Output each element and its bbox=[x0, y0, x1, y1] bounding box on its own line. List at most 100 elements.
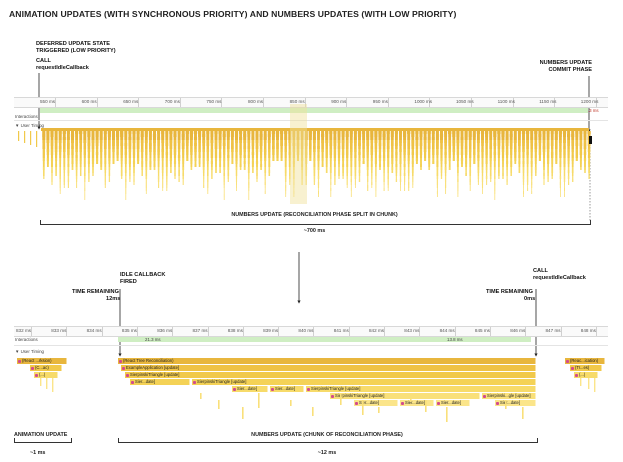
top-flame-cell bbox=[325, 155, 328, 158]
tick-label: 846 ms bbox=[510, 328, 526, 333]
flame-cell-left3[interactable]: (...) bbox=[34, 372, 58, 378]
top-flame-cell bbox=[203, 185, 205, 188]
top-flame-cell bbox=[435, 134, 439, 137]
top-zoom-highlight bbox=[290, 104, 307, 204]
top-flame-cell bbox=[399, 149, 402, 152]
top-timeline-ruler[interactable]: 550 ms 600 ms 650 ms 700 ms 750 ms 800 ms 850 … bbox=[14, 97, 608, 108]
flame-cell-left2[interactable]: (C...ac) bbox=[30, 365, 62, 371]
top-flame-cell bbox=[513, 131, 517, 134]
top-flame-cell bbox=[534, 146, 538, 149]
top-flame-cell bbox=[223, 188, 225, 191]
flame-cell-tri4[interactable]: SierpinskiTriangle [update] bbox=[330, 393, 480, 399]
flame-cell-tri3[interactable]: SierpinskiTriangle [update] bbox=[306, 386, 536, 392]
top-flame-cell bbox=[374, 134, 378, 137]
top-flame-cell bbox=[571, 158, 574, 161]
top-flame-cell bbox=[190, 158, 193, 161]
top-flame-cell bbox=[457, 179, 459, 182]
top-flame-cell bbox=[292, 155, 296, 158]
annotation-deferred: DEFERRED UPDATE STATE TRIGGERED (LOW PRI… bbox=[36, 41, 116, 72]
top-flame-cell bbox=[403, 170, 406, 173]
top-flame-cell bbox=[494, 182, 496, 185]
top-user-timing-label[interactable]: ▼ User Timing bbox=[15, 123, 44, 128]
top-flame-cell bbox=[149, 155, 152, 158]
top-flame-cell bbox=[411, 167, 414, 170]
flame-cell-sier4[interactable]: Sier...date] bbox=[354, 400, 398, 406]
top-flame-cell bbox=[304, 131, 308, 134]
top-flame-cell bbox=[387, 182, 389, 185]
top-flame-cell bbox=[481, 182, 484, 185]
top-flame-cell bbox=[87, 140, 91, 143]
top-flame-cell bbox=[321, 149, 324, 152]
top-interactions-label[interactable]: Interactions bbox=[15, 114, 38, 119]
top-flame-cell bbox=[338, 170, 340, 173]
top-flame-cell bbox=[350, 155, 353, 158]
top-flame-cell bbox=[563, 173, 566, 176]
top-flame-cell bbox=[251, 140, 255, 143]
tick-line bbox=[419, 327, 421, 336]
flame-cell-tri2[interactable]: SierpinskiTriangle [update] bbox=[192, 379, 536, 385]
top-flame-cell bbox=[46, 140, 50, 143]
top-flame-cell bbox=[317, 185, 320, 188]
top-flame-cell bbox=[79, 164, 82, 167]
top-flame-cell bbox=[59, 161, 62, 164]
top-flame-cell bbox=[350, 161, 353, 164]
top-flame-cell bbox=[317, 161, 320, 164]
bottom-flame-drip bbox=[258, 393, 260, 408]
top-flame-cell bbox=[510, 167, 513, 170]
top-flame-cell bbox=[440, 170, 443, 173]
flame-cell-tri[interactable]: SierpinskiTriangle [update] bbox=[125, 372, 536, 378]
top-flame-graph[interactable] bbox=[14, 128, 608, 208]
top-flame-cell bbox=[141, 158, 144, 161]
top-flame-cell bbox=[522, 146, 525, 149]
flame-cell-app[interactable]: ExampleApplication [update] bbox=[121, 365, 536, 371]
flame-cell-right3[interactable]: (...) bbox=[574, 372, 598, 378]
top-flame-cell bbox=[194, 149, 197, 152]
top-flame-cell bbox=[210, 167, 213, 170]
top-flame-cell bbox=[120, 137, 124, 140]
top-flame-cell bbox=[235, 140, 238, 143]
flame-cell-root[interactable]: (React Tree Reconciliation) bbox=[118, 358, 536, 364]
top-flame-cell bbox=[444, 185, 447, 188]
top-flame-cell bbox=[325, 134, 329, 137]
top-flame-cell bbox=[210, 152, 214, 155]
top-flame-cell bbox=[489, 134, 493, 137]
top-flame-cell bbox=[523, 194, 524, 197]
flame-cell-sier6[interactable]: Sier...date] bbox=[436, 400, 470, 406]
bottom-user-timing-label[interactable]: ▼ User Timing bbox=[15, 349, 44, 354]
top-flame-cell bbox=[157, 170, 160, 173]
top-flame-cell bbox=[338, 173, 340, 176]
top-flame-edge-mark bbox=[30, 131, 32, 145]
flame-cell-sier5[interactable]: Sier...date] bbox=[400, 400, 434, 406]
top-flame-cell bbox=[108, 140, 111, 143]
flame-cell-right1[interactable]: (Reac...ication) bbox=[565, 358, 605, 364]
top-flame-cell bbox=[468, 131, 472, 134]
bottom-timeline-ruler[interactable]: 832 ms 833 ms 834 ms 835 ms 836 ms 837 ms 838 … bbox=[14, 326, 608, 337]
flame-cell-sier3[interactable]: Sier...date] bbox=[270, 386, 304, 392]
top-flame-cell bbox=[371, 185, 373, 188]
top-flame-cell bbox=[407, 173, 410, 176]
top-flame-cell bbox=[452, 158, 455, 161]
top-flame-cell bbox=[51, 179, 53, 182]
top-flame-cell bbox=[428, 158, 431, 161]
top-flame-cell bbox=[259, 131, 263, 134]
flame-cell-sier6-label: Sier...date] bbox=[441, 400, 462, 405]
flame-cell-sier1[interactable]: Sier...date] bbox=[130, 379, 190, 385]
flame-cell-sier8[interactable]: Sier...date] bbox=[495, 400, 536, 406]
top-flame-cell bbox=[432, 158, 435, 161]
top-flame-cell bbox=[477, 176, 480, 179]
top-flame-cell bbox=[551, 155, 554, 158]
top-flame-cell bbox=[408, 182, 410, 185]
flame-cell-right2[interactable]: (Tr...es) bbox=[570, 365, 602, 371]
flame-cell-left1[interactable]: (React ...rksion) bbox=[17, 358, 67, 364]
bottom-interactions-label[interactable]: Interactions bbox=[15, 337, 38, 342]
flame-cell-sier-gle[interactable]: Sierpinski...gle [update] bbox=[482, 393, 536, 399]
top-flame-cell bbox=[444, 137, 448, 140]
top-flame-cell bbox=[108, 164, 111, 167]
top-flame-cell bbox=[486, 182, 488, 185]
top-flame-cell bbox=[498, 176, 500, 179]
top-flame-cell bbox=[218, 155, 222, 158]
top-flame-cell bbox=[285, 194, 287, 197]
top-flame-cell bbox=[358, 143, 361, 146]
top-flame-cell bbox=[518, 149, 521, 152]
flame-cell-sier2[interactable]: Sier...date] bbox=[232, 386, 268, 392]
